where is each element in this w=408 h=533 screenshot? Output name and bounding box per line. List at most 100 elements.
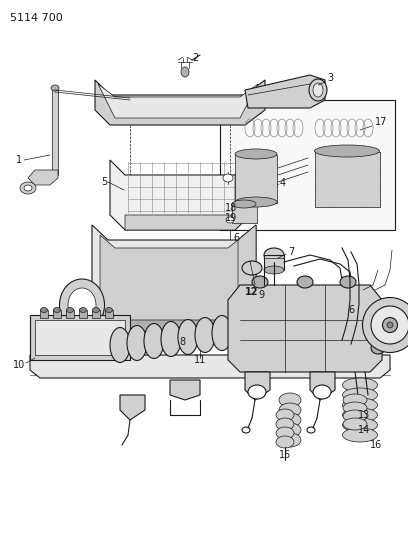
Ellipse shape	[371, 306, 408, 344]
Ellipse shape	[342, 378, 377, 392]
Ellipse shape	[235, 149, 277, 159]
Ellipse shape	[342, 388, 377, 402]
Bar	[220, 100, 395, 230]
Ellipse shape	[106, 308, 113, 312]
Ellipse shape	[264, 248, 284, 262]
Ellipse shape	[161, 321, 181, 357]
Polygon shape	[52, 90, 58, 175]
Ellipse shape	[276, 418, 294, 430]
Ellipse shape	[20, 182, 36, 194]
Bar	[264, 255, 284, 270]
Text: 13: 13	[358, 410, 370, 420]
Text: 6: 6	[348, 305, 354, 315]
Ellipse shape	[252, 276, 268, 288]
Bar	[92, 310, 100, 318]
Text: 5114 700: 5114 700	[10, 13, 63, 23]
Ellipse shape	[276, 409, 294, 421]
Ellipse shape	[371, 309, 385, 321]
Bar	[40, 310, 48, 318]
Ellipse shape	[127, 326, 147, 360]
Ellipse shape	[93, 308, 100, 312]
Text: 1: 1	[16, 155, 22, 165]
Ellipse shape	[195, 318, 215, 352]
Ellipse shape	[181, 67, 189, 77]
Bar	[105, 310, 113, 318]
Ellipse shape	[340, 276, 356, 288]
Ellipse shape	[68, 288, 96, 322]
Ellipse shape	[279, 433, 301, 447]
Text: 2: 2	[192, 53, 198, 63]
Ellipse shape	[161, 334, 179, 342]
Ellipse shape	[383, 318, 397, 333]
Ellipse shape	[343, 402, 367, 414]
Ellipse shape	[246, 311, 266, 346]
Polygon shape	[100, 235, 244, 325]
Ellipse shape	[40, 308, 47, 312]
Ellipse shape	[80, 308, 86, 312]
Bar	[30, 315, 130, 360]
Ellipse shape	[226, 217, 234, 223]
Polygon shape	[310, 372, 335, 400]
Polygon shape	[92, 225, 256, 335]
Ellipse shape	[223, 174, 233, 182]
Text: 3: 3	[327, 73, 333, 83]
Ellipse shape	[343, 418, 367, 430]
Ellipse shape	[232, 200, 256, 208]
Ellipse shape	[242, 261, 262, 275]
Polygon shape	[238, 225, 256, 335]
Ellipse shape	[24, 185, 32, 191]
Polygon shape	[125, 215, 250, 230]
Polygon shape	[110, 160, 250, 230]
Ellipse shape	[212, 316, 232, 351]
Ellipse shape	[279, 423, 301, 437]
Text: 10: 10	[13, 360, 25, 370]
Text: 4: 4	[280, 178, 286, 188]
Ellipse shape	[276, 427, 294, 439]
Polygon shape	[235, 160, 250, 230]
Text: 19: 19	[225, 213, 237, 223]
Text: 12: 12	[245, 287, 259, 297]
Ellipse shape	[343, 394, 367, 406]
Ellipse shape	[342, 418, 377, 432]
Text: 15: 15	[279, 450, 291, 460]
Ellipse shape	[155, 331, 185, 345]
Ellipse shape	[51, 85, 59, 91]
Text: 11: 11	[194, 355, 206, 365]
Ellipse shape	[342, 398, 377, 412]
Ellipse shape	[264, 266, 284, 274]
Ellipse shape	[264, 182, 272, 188]
Polygon shape	[228, 285, 382, 372]
Ellipse shape	[60, 279, 104, 331]
Ellipse shape	[279, 393, 301, 407]
Text: 8: 8	[179, 337, 185, 347]
Polygon shape	[245, 75, 325, 108]
Text: 18: 18	[225, 203, 237, 213]
Ellipse shape	[263, 310, 283, 344]
Polygon shape	[30, 355, 390, 378]
Polygon shape	[245, 372, 270, 400]
Ellipse shape	[342, 408, 377, 422]
Polygon shape	[98, 84, 258, 118]
Bar	[235, 155, 277, 203]
Text: 17: 17	[375, 117, 387, 127]
Ellipse shape	[313, 385, 331, 399]
Ellipse shape	[309, 79, 327, 101]
Polygon shape	[108, 320, 256, 335]
Ellipse shape	[279, 413, 301, 427]
Bar	[232, 205, 257, 223]
Polygon shape	[170, 380, 200, 400]
Bar	[315, 152, 380, 207]
Polygon shape	[95, 80, 265, 125]
Ellipse shape	[110, 327, 130, 362]
Ellipse shape	[343, 410, 367, 422]
Ellipse shape	[248, 385, 266, 399]
Text: 14: 14	[358, 425, 370, 435]
Ellipse shape	[387, 322, 393, 328]
Polygon shape	[120, 395, 145, 420]
Bar	[53, 310, 61, 318]
Text: 16: 16	[370, 440, 382, 450]
Ellipse shape	[342, 428, 377, 442]
Bar	[66, 310, 74, 318]
Ellipse shape	[178, 319, 198, 354]
Polygon shape	[28, 170, 58, 185]
